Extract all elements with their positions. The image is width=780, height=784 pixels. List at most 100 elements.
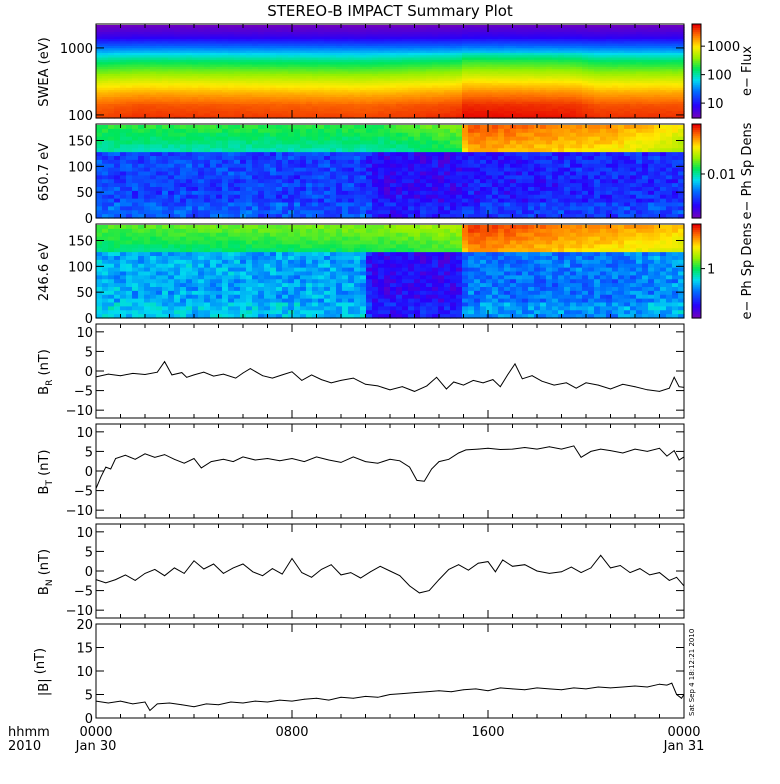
spectrogram-cell: [96, 152, 103, 156]
spectrogram-cell: [330, 156, 337, 160]
spectrogram-cell: [144, 156, 151, 160]
spectrogram-cell: [150, 203, 157, 207]
spectrogram-cell: [210, 125, 217, 129]
spectrogram-cell: [258, 203, 265, 207]
spectrogram-cell: [228, 168, 235, 172]
spectrogram-cell: [258, 168, 265, 172]
spectrogram-cell: [300, 199, 307, 203]
spectrogram-cell: [300, 195, 307, 199]
spectrogram-cell: [150, 191, 157, 195]
spectrogram-cell: [126, 137, 133, 141]
spectrogram-cell: [114, 206, 121, 210]
spectrogram-cell: [348, 133, 355, 137]
spectrogram-cell: [288, 152, 295, 156]
colorbar-tick-label: 10: [707, 97, 724, 112]
spectrogram-cell: [96, 160, 103, 164]
spectrogram-cell: [300, 203, 307, 207]
spectrogram-cell: [264, 156, 271, 160]
spectrogram-cell: [246, 160, 253, 164]
spectrogram-cell: [204, 160, 211, 164]
spectrogram-cell: [312, 203, 319, 207]
spectrogram-cell: [246, 125, 253, 129]
spectrogram-cell: [162, 199, 169, 203]
spectrogram-cell: [258, 206, 265, 210]
spectrogram-cell: [330, 172, 337, 176]
spectrogram-cell: [270, 191, 277, 195]
spectrogram-cell: [300, 133, 307, 137]
spectrogram-cell: [240, 133, 247, 137]
spectrogram-cell: [276, 129, 283, 133]
spectrogram-cell: [180, 172, 187, 176]
spectrogram-cell: [126, 164, 133, 168]
spectrogram-cell: [156, 129, 163, 133]
spectrogram-cell: [96, 148, 103, 152]
spectrogram-cell: [282, 175, 289, 179]
spectrogram-cell: [324, 148, 331, 152]
spectrogram-cell: [138, 168, 145, 172]
spectrogram-cell: [222, 175, 229, 179]
spectrogram-cell: [282, 179, 289, 183]
spectrogram-cell: [102, 175, 109, 179]
spectrogram-cell: [318, 125, 325, 129]
spectrogram-cell: [156, 210, 163, 214]
spectrogram-cell: [318, 175, 325, 179]
spectrogram-cell: [300, 137, 307, 141]
spectrogram-cell: [186, 210, 193, 214]
spectrogram-cell: [150, 187, 157, 191]
spectrogram-cell: [342, 210, 349, 214]
spectrogram-cell: [210, 175, 217, 179]
spectrogram-cell: [252, 210, 259, 214]
spectrogram-cell: [234, 137, 241, 141]
spectrogram-cell: [330, 148, 337, 152]
spectrogram-cell: [216, 137, 223, 141]
spectrogram-cell: [138, 144, 145, 148]
spectrogram-cell: [228, 195, 235, 199]
spectrogram-cell: [210, 148, 217, 152]
spectrogram-cell: [294, 152, 301, 156]
spectrogram-cell: [258, 144, 265, 148]
spectrogram-cell: [204, 175, 211, 179]
spectrogram-cell: [114, 172, 121, 176]
spectrogram-cell: [264, 187, 271, 191]
spectrogram-cell: [114, 183, 121, 187]
spectrogram-cell: [204, 206, 211, 210]
spectrogram-cell: [210, 183, 217, 187]
spectrogram-cell: [276, 203, 283, 207]
spectrogram-cell: [174, 168, 181, 172]
spectrogram-cell: [150, 210, 157, 214]
spectrogram-cell: [120, 141, 127, 145]
spectrogram-cell: [348, 129, 355, 133]
spectrogram-cell: [210, 206, 217, 210]
spectrogram-cell: [126, 133, 133, 137]
spectrogram-cell: [198, 195, 205, 199]
spectrogram-cell: [204, 168, 211, 172]
spectrogram-cell: [234, 141, 241, 145]
spectrogram-cell: [252, 187, 259, 191]
spectrogram-cell: [168, 137, 175, 141]
spectrogram-cell: [252, 141, 259, 145]
spectrogram-cell: [252, 203, 259, 207]
spectrogram-cell: [192, 141, 199, 145]
spectrogram-cell: [306, 148, 313, 152]
spectrogram-cell: [336, 137, 343, 141]
spectrogram-cell: [168, 160, 175, 164]
spectrogram-cell: [228, 129, 235, 133]
spectrogram-cell: [282, 156, 289, 160]
spectrogram-cell: [162, 144, 169, 148]
spectrogram-cell: [252, 172, 259, 176]
spectrogram-cell: [138, 210, 145, 214]
spectrogram-cell: [198, 210, 205, 214]
spectrogram-cell: [102, 141, 109, 145]
spectrogram-cell: [150, 137, 157, 141]
spectrogram-cell: [336, 168, 343, 172]
spectrogram-cell: [174, 125, 181, 129]
spectrogram-cell: [300, 206, 307, 210]
spectrogram-cell: [246, 133, 253, 137]
spectrogram-cell: [192, 137, 199, 141]
spectrogram-cell: [258, 137, 265, 141]
spectrogram-cell: [156, 168, 163, 172]
spectrogram-cell: [192, 152, 199, 156]
spectrogram-cell: [240, 144, 247, 148]
spectrogram-cell: [306, 156, 313, 160]
spectrogram-cell: [192, 179, 199, 183]
